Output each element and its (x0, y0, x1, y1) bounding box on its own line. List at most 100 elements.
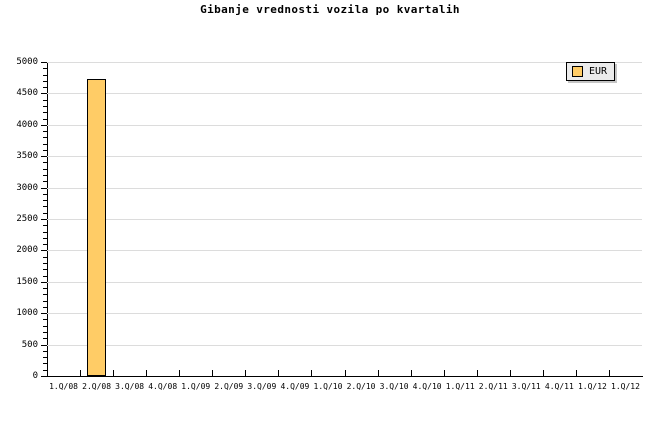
y-axis-tick-label: 1000 (16, 308, 38, 319)
y-axis-minor-tick (43, 325, 47, 327)
y-axis-minor-tick (43, 206, 47, 208)
y-axis-labels: 0 500 1000 1500 2000 2500 3000 3500 4000 4500 5000 (0, 0, 38, 440)
y-axis-tick-label: 4500 (16, 88, 38, 99)
x-axis-tick (245, 370, 247, 376)
y-axis-minor-tick (43, 105, 47, 107)
y-axis-tick (41, 219, 47, 220)
x-axis-tick (179, 370, 181, 376)
x-axis-tick-label: 3.Q/11 (511, 382, 541, 391)
y-axis-minor-tick (43, 357, 47, 359)
gridline (47, 281, 642, 283)
y-axis-minor-tick (43, 262, 47, 264)
x-axis-tick (410, 370, 412, 376)
x-axis-tick (278, 370, 280, 376)
y-axis-minor-tick (43, 137, 47, 139)
y-axis-tick-label: 2500 (16, 214, 38, 224)
y-axis-tick (41, 156, 47, 158)
gridline (47, 124, 642, 126)
x-axis-tick (542, 370, 544, 376)
x-axis-tick-label: 2.Q/10 (346, 382, 376, 391)
gridline (47, 250, 642, 252)
x-axis-tick (212, 370, 214, 376)
bar[interactable] (87, 78, 106, 376)
y-axis-minor-tick (43, 350, 47, 352)
legend-label: EUR (589, 66, 608, 77)
y-axis-minor-tick (43, 149, 47, 151)
y-axis-tick-label: 1500 (16, 276, 38, 287)
y-axis-minor-tick (43, 80, 47, 82)
y-axis-minor-tick (43, 175, 47, 177)
x-axis-tick-label: 1.Q/09 (181, 382, 211, 391)
y-axis-minor-tick (43, 338, 47, 340)
x-axis-tick (443, 370, 445, 376)
x-axis-tick (608, 370, 610, 376)
x-axis-tick (113, 370, 115, 376)
x-axis-tick (146, 370, 148, 376)
gridline (47, 93, 642, 95)
y-axis-tick-label: 3500 (16, 151, 38, 162)
y-axis-minor-tick (43, 200, 47, 202)
y-axis-minor-tick (43, 118, 47, 120)
y-axis-minor-tick (43, 168, 47, 170)
x-axis-tick-label: 1.Q/11 (445, 382, 475, 391)
y-axis-minor-tick (43, 275, 47, 277)
gridline (47, 219, 642, 220)
y-axis-tick (41, 313, 47, 315)
x-axis-tick-label: 2.Q/11 (478, 382, 508, 391)
x-axis-line (47, 376, 643, 377)
x-axis-tick-label: 3.Q/10 (379, 382, 409, 391)
x-axis-tick-label: 4.Q/09 (280, 382, 310, 391)
plot-area (47, 62, 642, 376)
y-axis-minor-tick (43, 162, 47, 164)
y-axis-tick-label: 0 (32, 371, 38, 381)
x-axis-tick-label: 4.Q/08 (148, 382, 178, 391)
x-axis-tick (476, 370, 478, 376)
x-axis-tick-label: 1.Q/08 (49, 382, 78, 391)
x-axis-tick-label: 3.Q/09 (247, 382, 277, 391)
y-axis-tick (41, 281, 47, 283)
y-axis-tick-label: 500 (21, 339, 38, 350)
y-axis-tick (41, 187, 47, 189)
y-axis-tick (41, 250, 47, 252)
x-axis-tick-label: 2.Q/08 (82, 382, 112, 391)
y-axis-minor-tick (43, 288, 47, 290)
x-axis-tick (344, 370, 346, 376)
gridline (47, 187, 642, 189)
x-axis-tick-label: 2.Q/09 (214, 382, 244, 391)
x-axis-tick (80, 370, 82, 376)
y-axis-minor-tick (43, 332, 47, 334)
y-axis-minor-tick (43, 112, 47, 114)
x-axis-tick-label: 4.Q/11 (544, 382, 574, 391)
y-axis-minor-tick (43, 74, 47, 76)
y-axis-tick-label: 5000 (16, 57, 38, 67)
y-axis-minor-tick (43, 231, 47, 233)
y-axis-minor-tick (43, 193, 47, 195)
y-axis-minor-tick (43, 369, 47, 371)
x-axis-tick (575, 370, 577, 376)
y-axis-minor-tick (43, 212, 47, 214)
y-axis-tick (41, 376, 47, 377)
chart-legend[interactable]: EUR (566, 62, 616, 81)
y-axis-tick (41, 124, 47, 126)
y-axis-minor-tick (43, 256, 47, 258)
x-axis-tick-label: 1.Q/12 (611, 382, 640, 391)
x-axis-tick-label: 1.Q/12 (577, 382, 607, 391)
y-axis-minor-tick (43, 225, 47, 227)
y-axis-tick (41, 344, 47, 346)
y-axis-minor-tick (43, 68, 47, 70)
y-axis-minor-tick (43, 306, 47, 308)
y-axis-minor-tick (43, 269, 47, 271)
y-axis-minor-tick (43, 363, 47, 365)
gridline (47, 62, 642, 63)
y-axis-minor-tick (43, 244, 47, 246)
legend-color-swatch (572, 66, 583, 77)
y-axis-minor-tick (43, 87, 47, 89)
x-axis-tick (509, 370, 511, 376)
x-axis-tick-label: 4.Q/10 (412, 382, 442, 391)
y-axis-minor-tick (43, 181, 47, 183)
y-axis-minor-tick (43, 319, 47, 321)
x-axis-tick (377, 370, 379, 376)
y-axis-minor-tick (43, 300, 47, 302)
y-axis-tick (41, 93, 47, 95)
